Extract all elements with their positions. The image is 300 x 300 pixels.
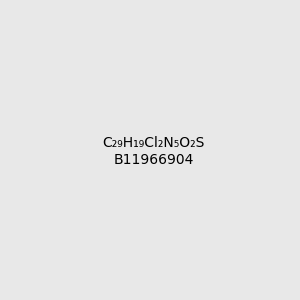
Text: C₂₉H₁₉Cl₂N₅O₂S
B11966904: C₂₉H₁₉Cl₂N₅O₂S B11966904 (103, 136, 205, 166)
